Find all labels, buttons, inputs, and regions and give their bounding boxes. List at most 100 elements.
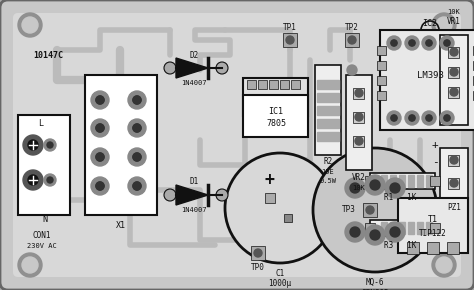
Text: 10147C: 10147C <box>33 50 63 59</box>
Bar <box>390 175 396 187</box>
Circle shape <box>164 189 176 201</box>
Text: 230V AC: 230V AC <box>27 243 57 249</box>
Bar <box>317 132 339 141</box>
Bar <box>399 222 405 234</box>
Bar <box>18 115 70 215</box>
Text: D2: D2 <box>190 50 199 59</box>
Circle shape <box>22 17 38 33</box>
Bar <box>365 223 375 233</box>
Circle shape <box>385 178 405 198</box>
Circle shape <box>44 139 56 151</box>
Circle shape <box>391 115 397 121</box>
Bar <box>408 222 414 234</box>
Bar <box>354 111 365 122</box>
Circle shape <box>225 153 335 263</box>
Bar <box>448 177 459 188</box>
Circle shape <box>426 40 432 46</box>
Text: C1: C1 <box>275 269 284 278</box>
Circle shape <box>28 175 38 185</box>
Bar <box>448 66 459 77</box>
Circle shape <box>96 96 104 104</box>
Bar <box>370 220 435 236</box>
Text: 1N4007: 1N4007 <box>181 80 207 86</box>
Circle shape <box>47 177 53 183</box>
Circle shape <box>28 140 38 150</box>
Circle shape <box>450 88 458 96</box>
Circle shape <box>365 225 385 245</box>
Bar <box>448 86 459 97</box>
Text: TP1: TP1 <box>283 23 297 32</box>
Bar <box>317 93 339 102</box>
Bar <box>284 214 292 222</box>
Circle shape <box>254 249 262 257</box>
Circle shape <box>133 124 141 132</box>
Text: 10K: 10K <box>447 9 460 15</box>
Circle shape <box>133 96 141 104</box>
Circle shape <box>96 153 104 161</box>
Circle shape <box>350 227 360 237</box>
Bar <box>377 61 386 70</box>
Text: VR2: VR2 <box>352 173 366 182</box>
Bar <box>346 75 372 170</box>
Bar <box>317 80 339 89</box>
Circle shape <box>313 148 437 272</box>
Text: R2: R2 <box>323 157 333 166</box>
Text: R1   1K: R1 1K <box>384 193 416 202</box>
Circle shape <box>133 153 141 161</box>
Circle shape <box>23 170 43 190</box>
Circle shape <box>22 257 38 273</box>
Circle shape <box>387 111 401 125</box>
Circle shape <box>450 156 458 164</box>
Text: SENSOR: SENSOR <box>361 289 389 290</box>
Circle shape <box>96 153 104 161</box>
Bar <box>243 95 308 137</box>
Bar <box>381 222 387 234</box>
Circle shape <box>366 206 374 214</box>
Circle shape <box>391 40 397 46</box>
Text: 15E: 15E <box>322 169 334 175</box>
Text: -: - <box>432 157 438 167</box>
Bar <box>381 175 387 187</box>
Circle shape <box>91 91 109 109</box>
Circle shape <box>96 182 104 190</box>
Circle shape <box>390 183 400 193</box>
Bar <box>427 242 439 254</box>
Polygon shape <box>176 185 208 205</box>
Bar <box>377 90 386 99</box>
Bar <box>365 176 375 186</box>
Circle shape <box>128 119 146 137</box>
Bar <box>407 242 419 254</box>
Bar <box>270 79 279 88</box>
Circle shape <box>347 65 357 75</box>
Bar <box>380 30 474 130</box>
Bar <box>292 79 301 88</box>
Circle shape <box>365 175 385 195</box>
Circle shape <box>91 177 109 195</box>
Bar <box>399 175 405 187</box>
Bar <box>243 78 308 116</box>
Circle shape <box>444 115 450 121</box>
Circle shape <box>387 36 401 50</box>
Circle shape <box>444 40 450 46</box>
Bar <box>417 222 423 234</box>
Circle shape <box>355 113 363 121</box>
Circle shape <box>432 13 456 37</box>
Circle shape <box>436 17 452 33</box>
Circle shape <box>164 62 176 74</box>
Circle shape <box>450 68 458 76</box>
Circle shape <box>216 189 228 201</box>
Circle shape <box>409 40 415 46</box>
Bar <box>440 148 468 198</box>
Circle shape <box>133 124 141 132</box>
Text: R3   1K: R3 1K <box>384 240 416 249</box>
Circle shape <box>96 124 104 132</box>
Text: +: + <box>265 171 275 189</box>
Circle shape <box>128 148 146 166</box>
Circle shape <box>345 178 365 198</box>
Bar <box>265 193 275 203</box>
Text: 0.5W: 0.5W <box>319 178 337 184</box>
Circle shape <box>426 115 432 121</box>
Circle shape <box>133 153 141 161</box>
Circle shape <box>350 183 360 193</box>
Bar <box>408 175 414 187</box>
